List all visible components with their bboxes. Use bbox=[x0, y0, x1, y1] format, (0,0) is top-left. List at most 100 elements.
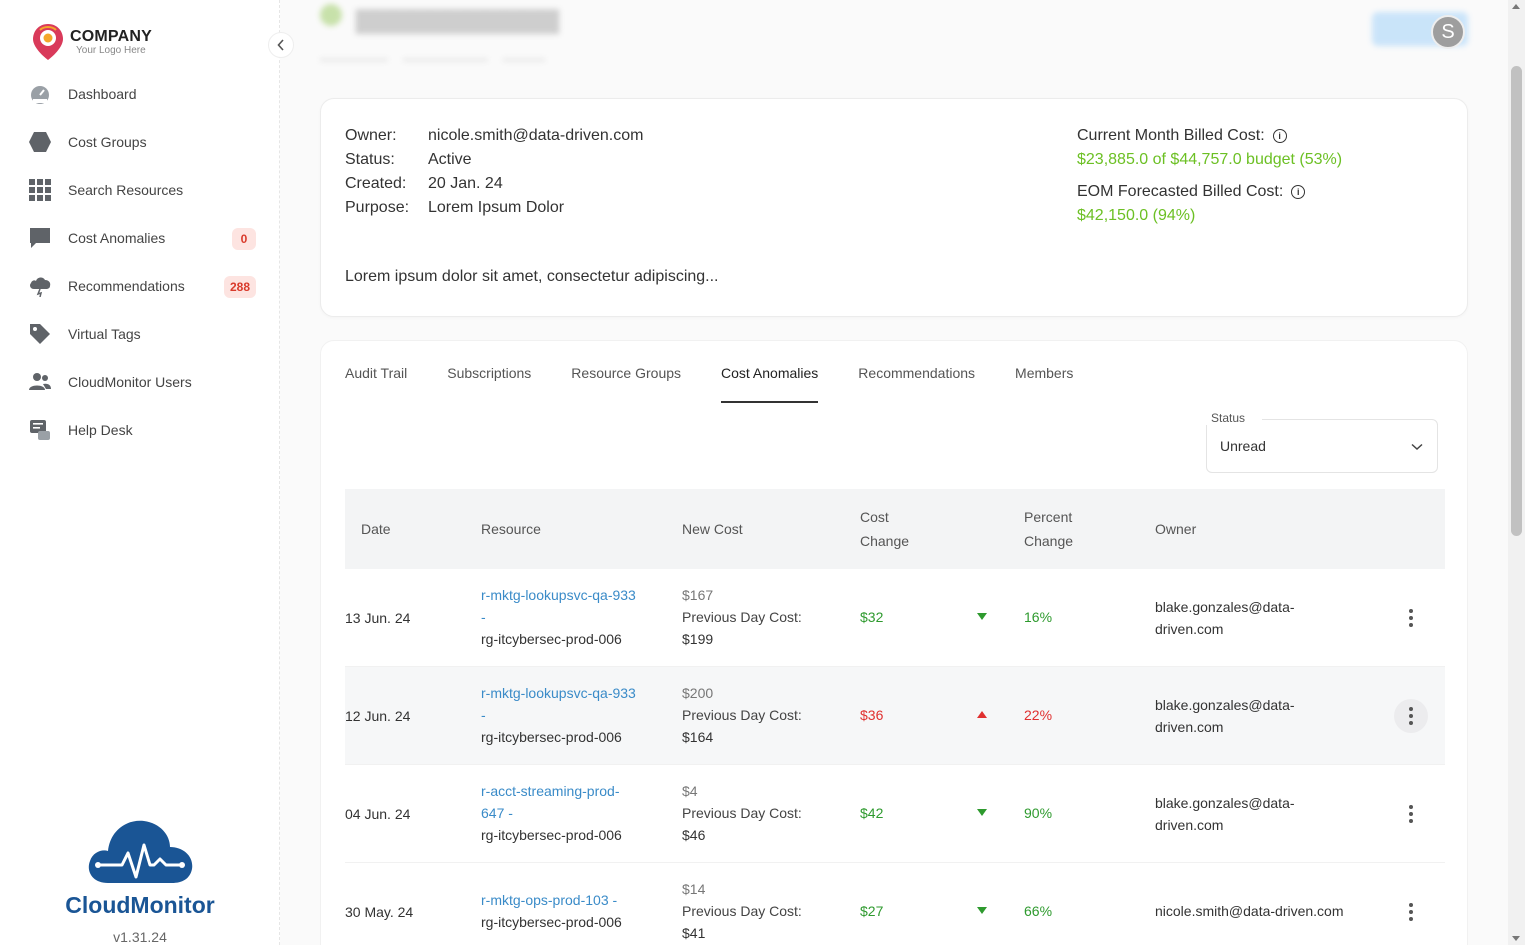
row-cost-change: $36 bbox=[860, 707, 884, 723]
header-percent-change-line2: Change bbox=[1024, 533, 1074, 549]
brand-name: CloudMonitor bbox=[65, 892, 215, 918]
header-percent-change[interactable]: Percent Change bbox=[1024, 505, 1073, 553]
tabs-panel: Audit Trail Subscriptions Resource Group… bbox=[320, 340, 1468, 945]
row-owner: blake.gonzales@data- driven.com bbox=[1155, 694, 1295, 738]
tab-subscriptions[interactable]: Subscriptions bbox=[447, 365, 532, 381]
help-desk-icon bbox=[28, 418, 52, 442]
created-label: Created: bbox=[345, 175, 407, 192]
prev-cost-value: $41 bbox=[682, 925, 706, 941]
sidebar-item-recommendations[interactable]: Recommendations 288 bbox=[28, 262, 260, 310]
prev-cost-value: $46 bbox=[682, 827, 706, 843]
resource-link-cont[interactable]: - bbox=[481, 707, 486, 723]
table-row[interactable]: 04 Jun. 24 r-acct-streaming-prod- 647 - … bbox=[345, 765, 1445, 863]
row-actions-button[interactable] bbox=[1394, 895, 1428, 929]
tab-members[interactable]: Members bbox=[1015, 365, 1074, 381]
row-cost-change: $32 bbox=[860, 609, 884, 625]
row-actions-button[interactable] bbox=[1394, 797, 1428, 831]
status-dot-icon bbox=[320, 4, 342, 26]
table-row[interactable]: 13 Jun. 24 r-mktg-lookupsvc-qa-933 - rg-… bbox=[345, 569, 1445, 667]
resource-link-cont[interactable]: 647 - bbox=[481, 805, 513, 821]
cloudmonitor-brand: CloudMonitor v1.31.24 bbox=[60, 815, 220, 945]
row-actions-button[interactable] bbox=[1394, 699, 1428, 733]
row-cost-change: $27 bbox=[860, 903, 884, 919]
resource-link[interactable]: r-acct-streaming-prod- bbox=[481, 783, 620, 799]
row-resource: r-mktg-lookupsvc-qa-933 - rg-itcybersec-… bbox=[481, 682, 636, 748]
row-owner: blake.gonzales@data- driven.com bbox=[1155, 596, 1295, 640]
sidebar-item-cloudmonitor-users[interactable]: CloudMonitor Users bbox=[28, 358, 260, 406]
cloud-heartbeat-icon bbox=[88, 820, 193, 883]
info-icon[interactable]: i bbox=[1272, 129, 1287, 143]
header-cost-change[interactable]: Cost Change bbox=[860, 505, 909, 553]
sidebar-item-dashboard[interactable]: Dashboard bbox=[28, 70, 260, 118]
sidebar-item-label: Virtual Tags bbox=[68, 326, 141, 342]
scroll-down-icon[interactable] bbox=[1512, 936, 1520, 941]
page-scrollbar[interactable] bbox=[1508, 0, 1525, 945]
header-cost-change-line1: Cost bbox=[860, 509, 889, 525]
users-icon bbox=[28, 370, 52, 394]
header-date[interactable]: Date bbox=[361, 521, 391, 537]
resource-group: rg-itcybersec-prod-006 bbox=[481, 631, 622, 647]
app-version: v1.31.24 bbox=[113, 929, 167, 945]
sidebar-item-cost-anomalies[interactable]: Cost Anomalies 0 bbox=[28, 214, 260, 262]
scroll-up-icon[interactable] bbox=[1512, 4, 1520, 9]
row-resource: r-mktg-ops-prod-103 - rg-itcybersec-prod… bbox=[481, 889, 622, 933]
prev-cost-label: Previous Day Cost: bbox=[682, 805, 802, 821]
header-resource[interactable]: Resource bbox=[481, 521, 541, 537]
prev-cost-value: $164 bbox=[682, 729, 714, 745]
avatar[interactable]: S bbox=[1431, 15, 1465, 49]
header-new-cost[interactable]: New Cost bbox=[682, 521, 743, 537]
owner-value: nicole.smith@data-driven.com bbox=[428, 127, 644, 144]
new-cost-value: $14 bbox=[682, 881, 706, 897]
company-logo[interactable]: COMPANY Your Logo Here bbox=[30, 22, 152, 62]
owner-line1: blake.gonzales@data- bbox=[1155, 599, 1295, 615]
owner-line2: driven.com bbox=[1155, 719, 1224, 735]
logo-tagline: Your Logo Here bbox=[76, 45, 146, 56]
tab-audit-trail[interactable]: Audit Trail bbox=[345, 365, 408, 381]
tab-resource-groups[interactable]: Resource Groups bbox=[571, 365, 682, 381]
created-value: 20 Jan. 24 bbox=[428, 175, 503, 192]
sidebar-item-label: Cost Anomalies bbox=[68, 230, 166, 246]
sidebar-item-search-resources[interactable]: Search Resources bbox=[28, 166, 260, 214]
owner-line1: nicole.smith@data-driven.com bbox=[1155, 903, 1344, 919]
row-actions-button[interactable] bbox=[1394, 601, 1428, 635]
collapse-sidebar-button[interactable] bbox=[268, 32, 294, 58]
logo-pin-icon bbox=[30, 22, 66, 62]
prev-cost-label: Previous Day Cost: bbox=[682, 609, 802, 625]
tab-bar: Audit Trail Subscriptions Resource Group… bbox=[345, 365, 1113, 403]
table-row[interactable]: 12 Jun. 24 r-mktg-lookupsvc-qa-933 - rg-… bbox=[345, 667, 1445, 765]
sidebar-item-cost-groups[interactable]: Cost Groups bbox=[28, 118, 260, 166]
sidebar-item-label: Cost Groups bbox=[68, 134, 147, 150]
page-header-blurred: ▇▇▇▇▇▇▇▇▇▇▇ ▁▁▁▁▁▁▁▁ ▁▁▁▁▁▁▁▁▁▁ ▁▁▁▁▁ bbox=[320, 0, 1480, 70]
new-cost-value: $4 bbox=[682, 783, 698, 799]
resource-link[interactable]: r-mktg-lookupsvc-qa-933 bbox=[481, 685, 636, 701]
resource-link-cont[interactable]: - bbox=[481, 609, 486, 625]
table-row[interactable]: 30 May. 24 r-mktg-ops-prod-103 - rg-itcy… bbox=[345, 863, 1445, 945]
cost-anomalies-badge: 0 bbox=[232, 228, 256, 250]
sidebar-item-help-desk[interactable]: Help Desk bbox=[28, 406, 260, 454]
header-cost-change-line2: Change bbox=[860, 533, 910, 549]
sidebar-item-virtual-tags[interactable]: Virtual Tags bbox=[28, 310, 260, 358]
purpose-label: Purpose: bbox=[345, 199, 410, 216]
sidebar: COMPANY Your Logo Here Dashboard Cost Gr… bbox=[0, 0, 294, 945]
chevron-left-icon bbox=[277, 39, 284, 51]
owner-line2: driven.com bbox=[1155, 817, 1224, 833]
sidebar-nav: Dashboard Cost Groups Search Resources C… bbox=[28, 70, 260, 454]
status-filter-select[interactable]: Unread bbox=[1206, 419, 1438, 473]
tab-recommendations[interactable]: Recommendations bbox=[858, 365, 976, 381]
header-owner[interactable]: Owner bbox=[1155, 521, 1197, 537]
sidebar-item-label: Dashboard bbox=[68, 86, 137, 102]
table-header: Date Resource New Cost Cost Change Perce… bbox=[345, 489, 1445, 569]
tab-cost-anomalies[interactable]: Cost Anomalies bbox=[721, 365, 819, 403]
row-new-cost: $4 Previous Day Cost: $46 bbox=[682, 780, 802, 846]
resource-group: rg-itcybersec-prod-006 bbox=[481, 914, 622, 930]
cost-anomalies-table: Date Resource New Cost Cost Change Perce… bbox=[345, 489, 1445, 945]
resource-link[interactable]: r-mktg-lookupsvc-qa-933 bbox=[481, 587, 636, 603]
resource-link[interactable]: r-mktg-ops-prod-103 - bbox=[481, 892, 618, 908]
sidebar-item-label: Search Resources bbox=[68, 182, 184, 198]
info-icon[interactable]: i bbox=[1291, 185, 1306, 199]
scrollbar-thumb[interactable] bbox=[1511, 66, 1522, 536]
owner-label: Owner: bbox=[345, 127, 397, 144]
gauge-icon bbox=[28, 82, 52, 106]
row-new-cost: $14 Previous Day Cost: $41 bbox=[682, 878, 802, 944]
prev-cost-label: Previous Day Cost: bbox=[682, 707, 802, 723]
